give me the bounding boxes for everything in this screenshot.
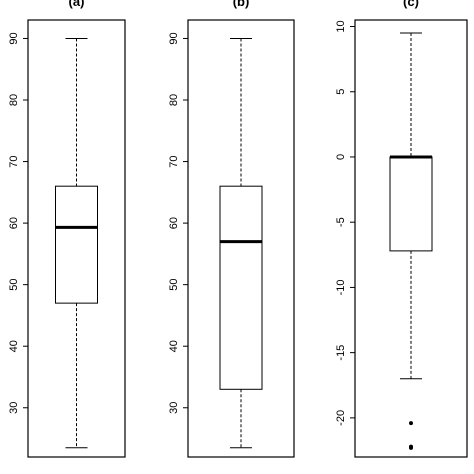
panel-c-ytick-label: 0: [335, 154, 347, 160]
panel-b-box: [219, 185, 263, 390]
panel-a-ytick-label: 40: [8, 340, 20, 352]
panel-c-frame: [354, 19, 468, 458]
panel-a-ytick-label: 80: [8, 94, 20, 106]
panel-b-ytick-label: 50: [168, 279, 180, 291]
panel-a: (a) 30 40 50 60 70 80 90: [8, 0, 126, 458]
panel-a-title: (a): [69, 0, 85, 9]
panel-b-ytick-label: 60: [168, 217, 180, 229]
panel-b-ytick-label: 70: [168, 155, 180, 167]
panel-c-ytick-label: -10: [335, 279, 347, 295]
panel-c-ytick-label: -15: [335, 345, 347, 361]
panel-a-ytick-label: 70: [8, 155, 20, 167]
panel-c-ytick-label: -5: [335, 217, 347, 227]
panel-b-ytick-label: 40: [168, 340, 180, 352]
panel-a-ytick-label: 90: [8, 32, 20, 44]
panel-a-ytick-label: 50: [8, 279, 20, 291]
panel-c-outlier: [409, 445, 413, 450]
panel-a-frame: [27, 19, 126, 458]
panel-b-ytick-label: 80: [168, 94, 180, 106]
panel-c-ytick-label: -20: [335, 410, 347, 426]
panel-a-box: [55, 185, 98, 304]
panel-c-box: [389, 156, 433, 252]
panel-c-title: (c): [403, 0, 419, 9]
panel-a-ytick-label: 30: [8, 402, 20, 414]
panel-b: (b) 30 40 50 60 70 80 90: [168, 0, 295, 458]
panel-c-outlier: [409, 421, 413, 426]
panel-b-frame: [187, 19, 295, 458]
panel-c-ytick-label: 5: [335, 89, 347, 95]
panel-b-title: (b): [233, 0, 250, 9]
panel-c-ytick-label: 10: [335, 20, 347, 32]
panel-b-ytick-label: 90: [168, 32, 180, 44]
panel-c: (c) -20 -15 -10 -5 0 5 10: [335, 0, 468, 458]
panel-a-ytick-label: 60: [8, 217, 20, 229]
panel-b-ytick-label: 30: [168, 402, 180, 414]
